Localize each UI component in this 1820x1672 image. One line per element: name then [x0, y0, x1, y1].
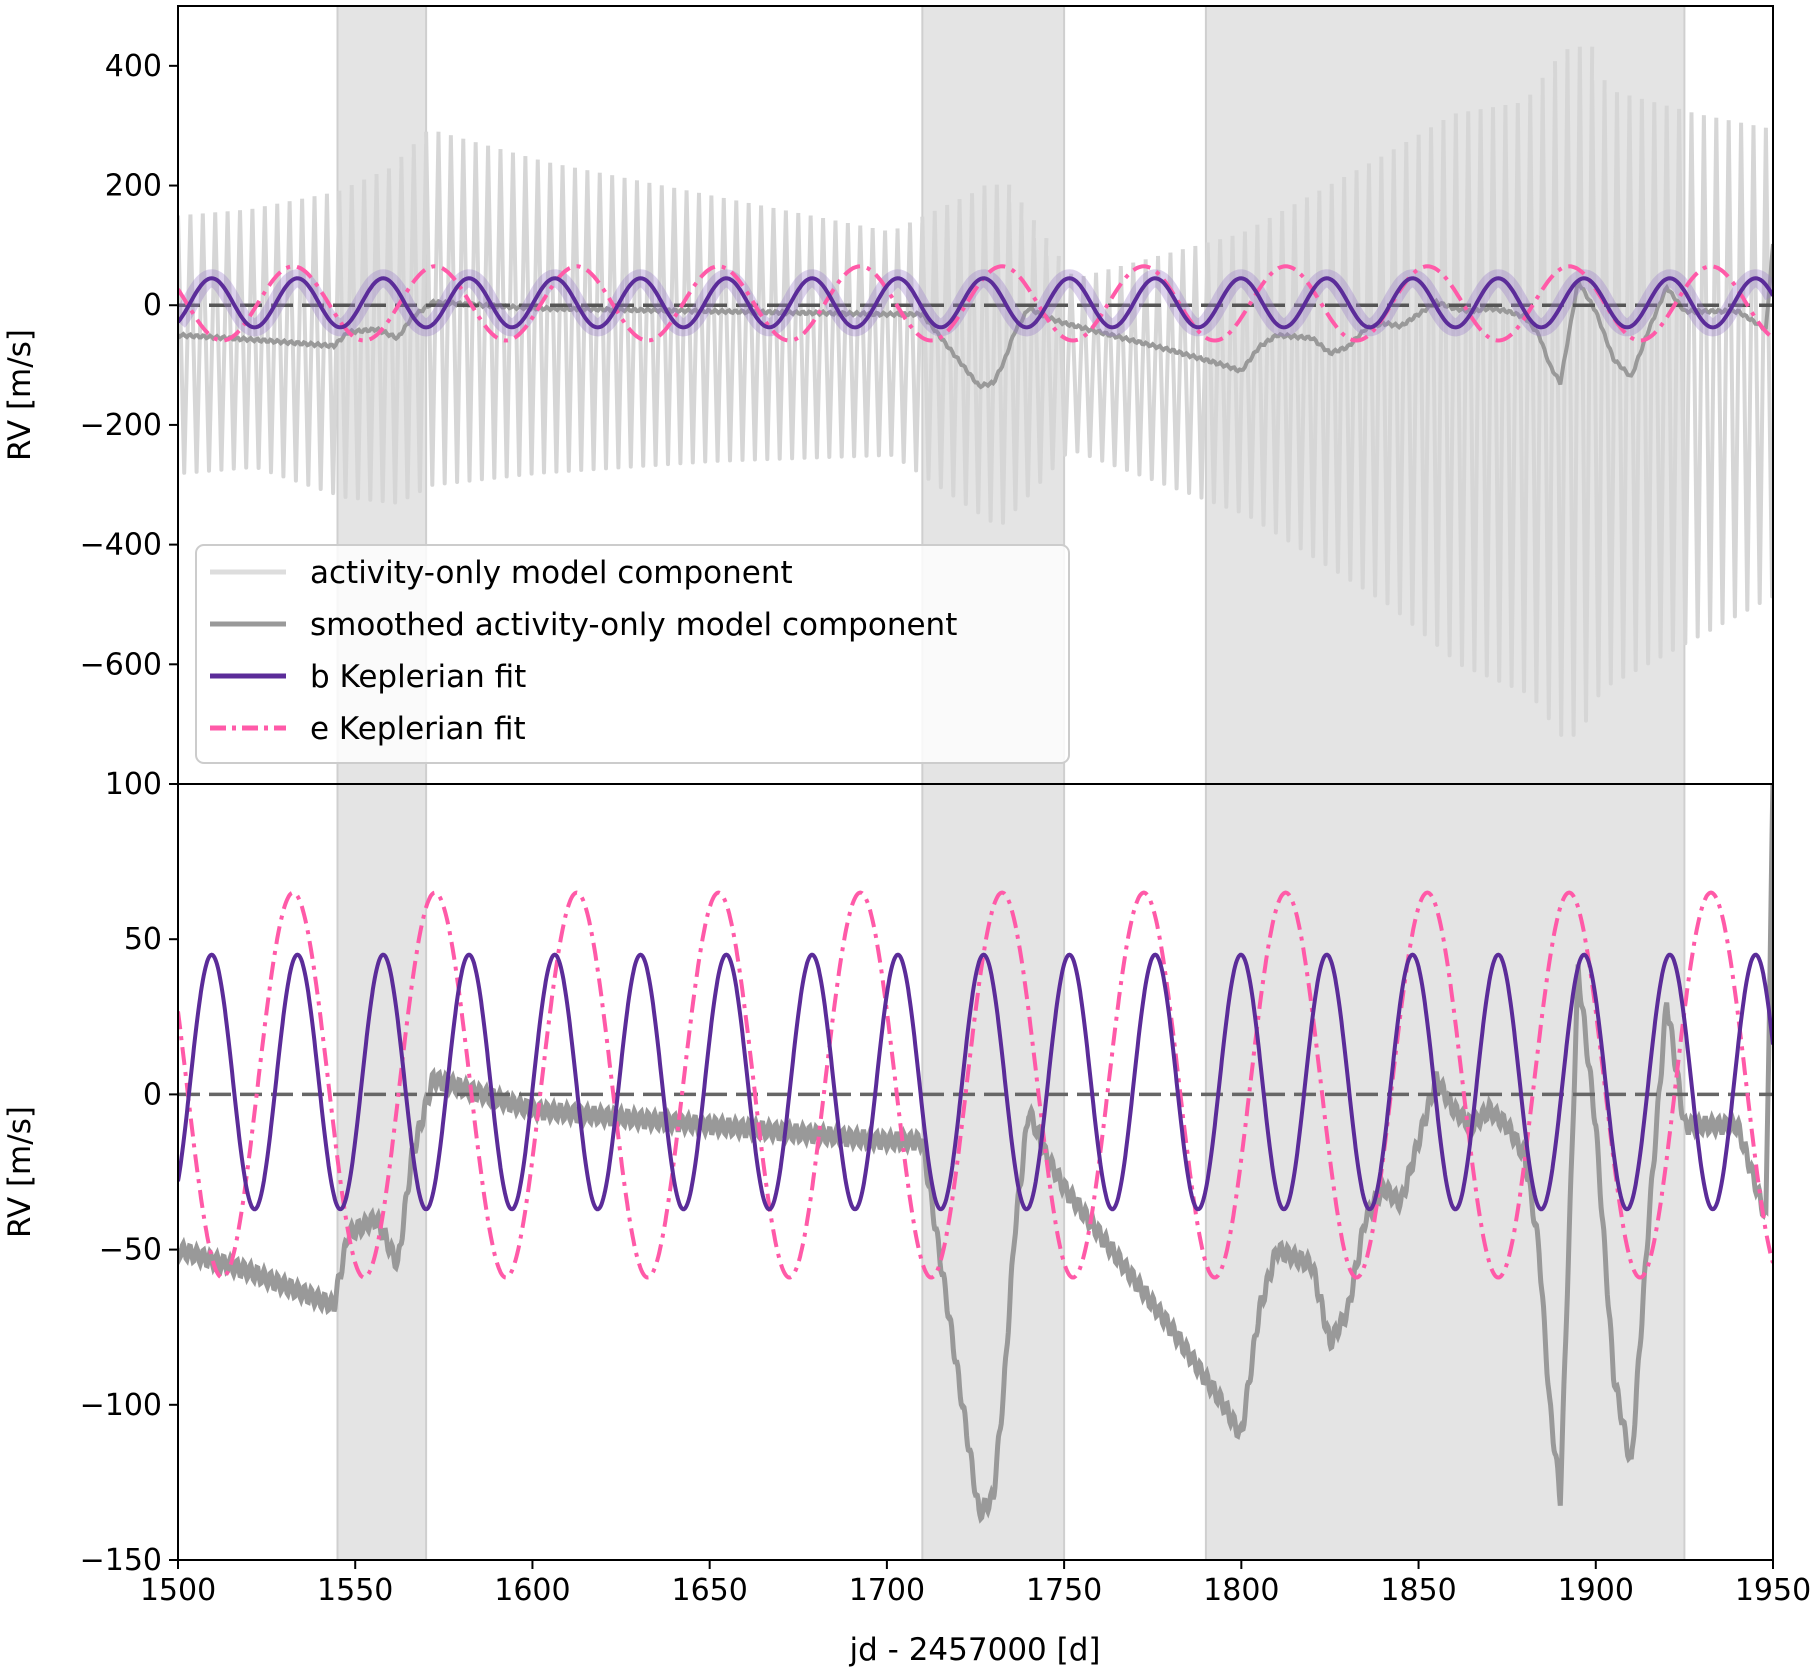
bottom-plot-area — [178, 784, 1773, 1524]
bottom-panel: 100 50 0 −50 −100 −150 1500 1550 1600 1650 1700 17… — [2, 767, 1811, 1668]
top-panel: 400 200 0 −200 −400 −600 RV [m/s] activity-on… — [2, 5, 1774, 785]
legend-label-activity: activity-only model component — [310, 555, 793, 591]
bot-y-tick-label: −50 — [99, 1233, 162, 1268]
legend-box — [195, 544, 1070, 764]
top-y-tick-label: 0 — [143, 288, 162, 323]
smoothed-activity-line-bottom — [178, 784, 1773, 1524]
bot-y-tick-label: 50 — [124, 922, 162, 957]
legend-label-e-keplerian: e Keplerian fit — [310, 711, 526, 747]
x-tick-label: 1650 — [671, 1573, 747, 1608]
bottom-axes-frame — [177, 783, 1774, 1561]
x-tick-label: 1850 — [1380, 1573, 1456, 1608]
legend: activity-only model component smoothed a… — [195, 544, 1070, 764]
bot-y-tick-label: −150 — [80, 1543, 162, 1578]
top-y-axis-label: RV [m/s] — [2, 329, 38, 461]
legend-label-smoothed: smoothed activity-only model component — [310, 607, 957, 643]
top-y-tick-label: −400 — [80, 528, 162, 563]
e-keplerian-fit-line-top — [178, 264, 1773, 343]
e-keplerian-fit-line-bottom — [178, 890, 1773, 1280]
x-tick-label: 1900 — [1558, 1573, 1634, 1608]
bottom-y-ticks: 100 50 0 −50 −100 −150 — [80, 767, 178, 1578]
bottom-y-axis-label: RV [m/s] — [2, 1106, 38, 1238]
shaded-region-bot-1 — [921, 783, 1066, 1561]
bot-y-tick-label: 100 — [105, 767, 162, 802]
activity-only-model-line — [178, 46, 1773, 737]
top-y-ticks: 400 200 0 −200 −400 −600 — [80, 49, 178, 682]
top-y-tick-label: −200 — [80, 408, 162, 443]
bottom-shaded-regions — [336, 783, 1686, 1561]
bot-y-tick-label: 0 — [143, 1077, 162, 1112]
legend-label-b-keplerian: b Keplerian fit — [310, 659, 526, 695]
smoothed-activity-line-top — [178, 243, 1773, 390]
x-tick-label: 1600 — [494, 1573, 570, 1608]
bot-y-tick-label: −100 — [80, 1388, 162, 1423]
top-y-tick-label: 200 — [105, 169, 162, 204]
x-tick-label: 1550 — [317, 1573, 393, 1608]
top-plot-area — [178, 46, 1773, 737]
x-tick-label: 1800 — [1203, 1573, 1279, 1608]
b-keplerian-fit-line-bottom — [178, 952, 1773, 1212]
top-y-tick-label: 400 — [105, 49, 162, 84]
x-tick-label: 1700 — [849, 1573, 925, 1608]
x-tick-label: 1950 — [1735, 1573, 1811, 1608]
x-tick-label: 1500 — [140, 1573, 216, 1608]
bottom-x-ticks: 1500 1550 1600 1650 1700 1750 1800 1850 1900 1950 — [140, 1560, 1811, 1608]
top-y-tick-label: −600 — [80, 647, 162, 682]
b-keplerian-fit-line-top — [178, 276, 1773, 330]
x-tick-label: 1750 — [1026, 1573, 1102, 1608]
x-axis-label: jd - 2457000 [d] — [849, 1632, 1101, 1668]
